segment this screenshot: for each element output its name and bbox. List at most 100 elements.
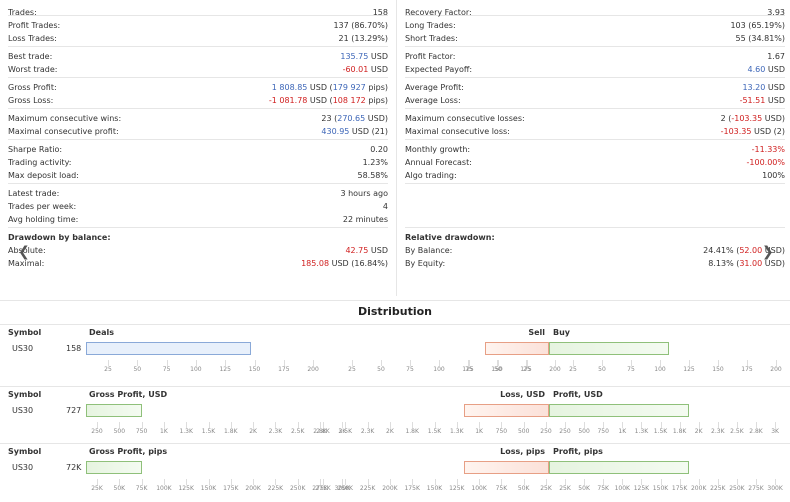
stat-value: 22 minutes [343,213,388,226]
tick-label: 2.3K [711,428,725,435]
stat-number: -100.00% [746,158,785,167]
tick-label: 1.8K [672,428,687,435]
stat-row: By Balance: 24.41% (52.00 USD) [405,244,785,257]
stat-value: -103.35 USD (2) [721,125,785,138]
stat-unit: USD [368,65,388,74]
tick-mark [718,360,719,366]
tick-label: 2.8K [313,428,327,435]
tick-label: 50 [133,366,142,373]
stat-number: 158 [372,8,388,17]
loss-bar [464,404,549,417]
stat-value: 158 [373,6,388,19]
tick-label: 1.3K [179,428,193,435]
stat-value: 58.58% [357,169,388,182]
right-right-label: Profit, USD [553,390,603,399]
tick-mark [367,479,369,485]
tick-label: 175K [404,485,420,492]
tick-mark [468,360,469,366]
tick-label: 25K [91,485,103,492]
tick-mark [230,479,232,485]
tick-mark [546,422,547,428]
tick-mark [253,422,255,428]
stat-row: Maximal consecutive profit: 430.95 USD (2… [8,125,388,138]
tick-label: 1K [160,428,168,435]
tick-label: 1.5K [653,428,668,435]
stat-group: Best trade: 135.75 USD Worst trade: -60.01 … [8,47,388,78]
stat-label: By Equity: [405,259,446,268]
tick-mark [208,479,210,485]
tick-label: 125K [633,485,650,492]
stat-value-part: 52.00 [739,246,763,255]
tick-label: 275K [312,485,328,492]
stat-value: 0.20 [370,143,388,156]
tick-mark [141,422,143,428]
stat-number: 58.58% [357,171,388,180]
symbol-total: 727 [66,406,82,415]
tick-mark [230,422,232,428]
tick-label: 175 [278,366,290,373]
right-right-label: Buy [553,328,571,337]
gross-profit-pips-bar [86,461,142,474]
stat-value: -100.00% [747,156,785,169]
stat-label: Maximal consecutive profit: [8,127,119,136]
tick-mark [736,479,738,485]
stat-label: By Balance: [405,246,453,255]
stat-number: 135.75 [340,52,369,61]
next-arrow-icon[interactable]: ❯ [762,244,774,260]
tick-label: 1.5K [427,428,442,435]
stat-row: Relative drawdown: [405,231,785,244]
tick-mark [717,422,719,428]
tick-label: 50K [113,485,126,492]
stat-number: 103 (65.19%) [730,21,785,30]
tick-mark [660,422,662,428]
tick-mark [660,360,661,366]
stat-value-part: 108 172 [332,96,366,105]
stat-number: -11.33% [751,145,785,154]
tick-label: 2.3K [268,428,283,435]
stat-group: Long Trades: 103 (65.19%) Short Trades: 55 … [405,16,785,47]
tick-label: 100K [614,485,630,492]
right-left-label: Sell [528,328,545,337]
tick-mark [254,360,256,366]
stat-label: Trades per week: [8,202,77,211]
tick-label: 1.5K [201,428,216,435]
stat-row: Trades per week: 4 [8,200,388,213]
prev-arrow-icon[interactable]: ❮ [18,244,30,260]
tick-label: 100K [471,485,487,492]
tick-mark [342,479,344,485]
tick-mark [756,479,757,485]
tick-mark [776,360,777,366]
stat-value-part: USD) [365,114,388,123]
stat-value-part: -103.35 [731,114,763,123]
stat-row: Maximum consecutive losses: 2 (-103.35 US… [405,112,785,125]
tick-mark [434,479,436,485]
tick-label: 25 [523,366,531,373]
stat-row: Sharpe Ratio: 0.20 [8,143,388,156]
stat-label: Algo trading: [405,171,457,180]
tick-label: 750 [597,428,609,435]
tick-mark [163,422,165,428]
tick-label: 200 [770,366,782,373]
tick-label: 50 [377,366,385,373]
symbol-header: Symbol [8,328,42,337]
tick-label: 25K [559,485,571,492]
stat-number: 3 hours ago [340,189,388,198]
tick-mark [141,479,143,485]
section-divider [0,324,790,325]
tick-label: 3K [338,428,347,435]
stat-label: Gross Loss: [8,96,54,105]
tick-mark [689,360,690,366]
stat-unit: USD [368,52,388,61]
tick-mark [119,422,121,428]
tick-mark [501,422,503,428]
tick-label: 125 [219,366,231,373]
tick-mark [389,479,391,485]
stat-value: 1.67 [767,50,785,63]
tick-label: 2.3K [360,428,375,435]
stat-number: 0.20 [370,145,388,154]
tick-mark [479,479,481,485]
stat-number: 100% [762,171,785,180]
tick-mark [555,360,556,366]
stat-label: Average Loss: [405,96,461,105]
tick-label: 100 [433,366,445,373]
